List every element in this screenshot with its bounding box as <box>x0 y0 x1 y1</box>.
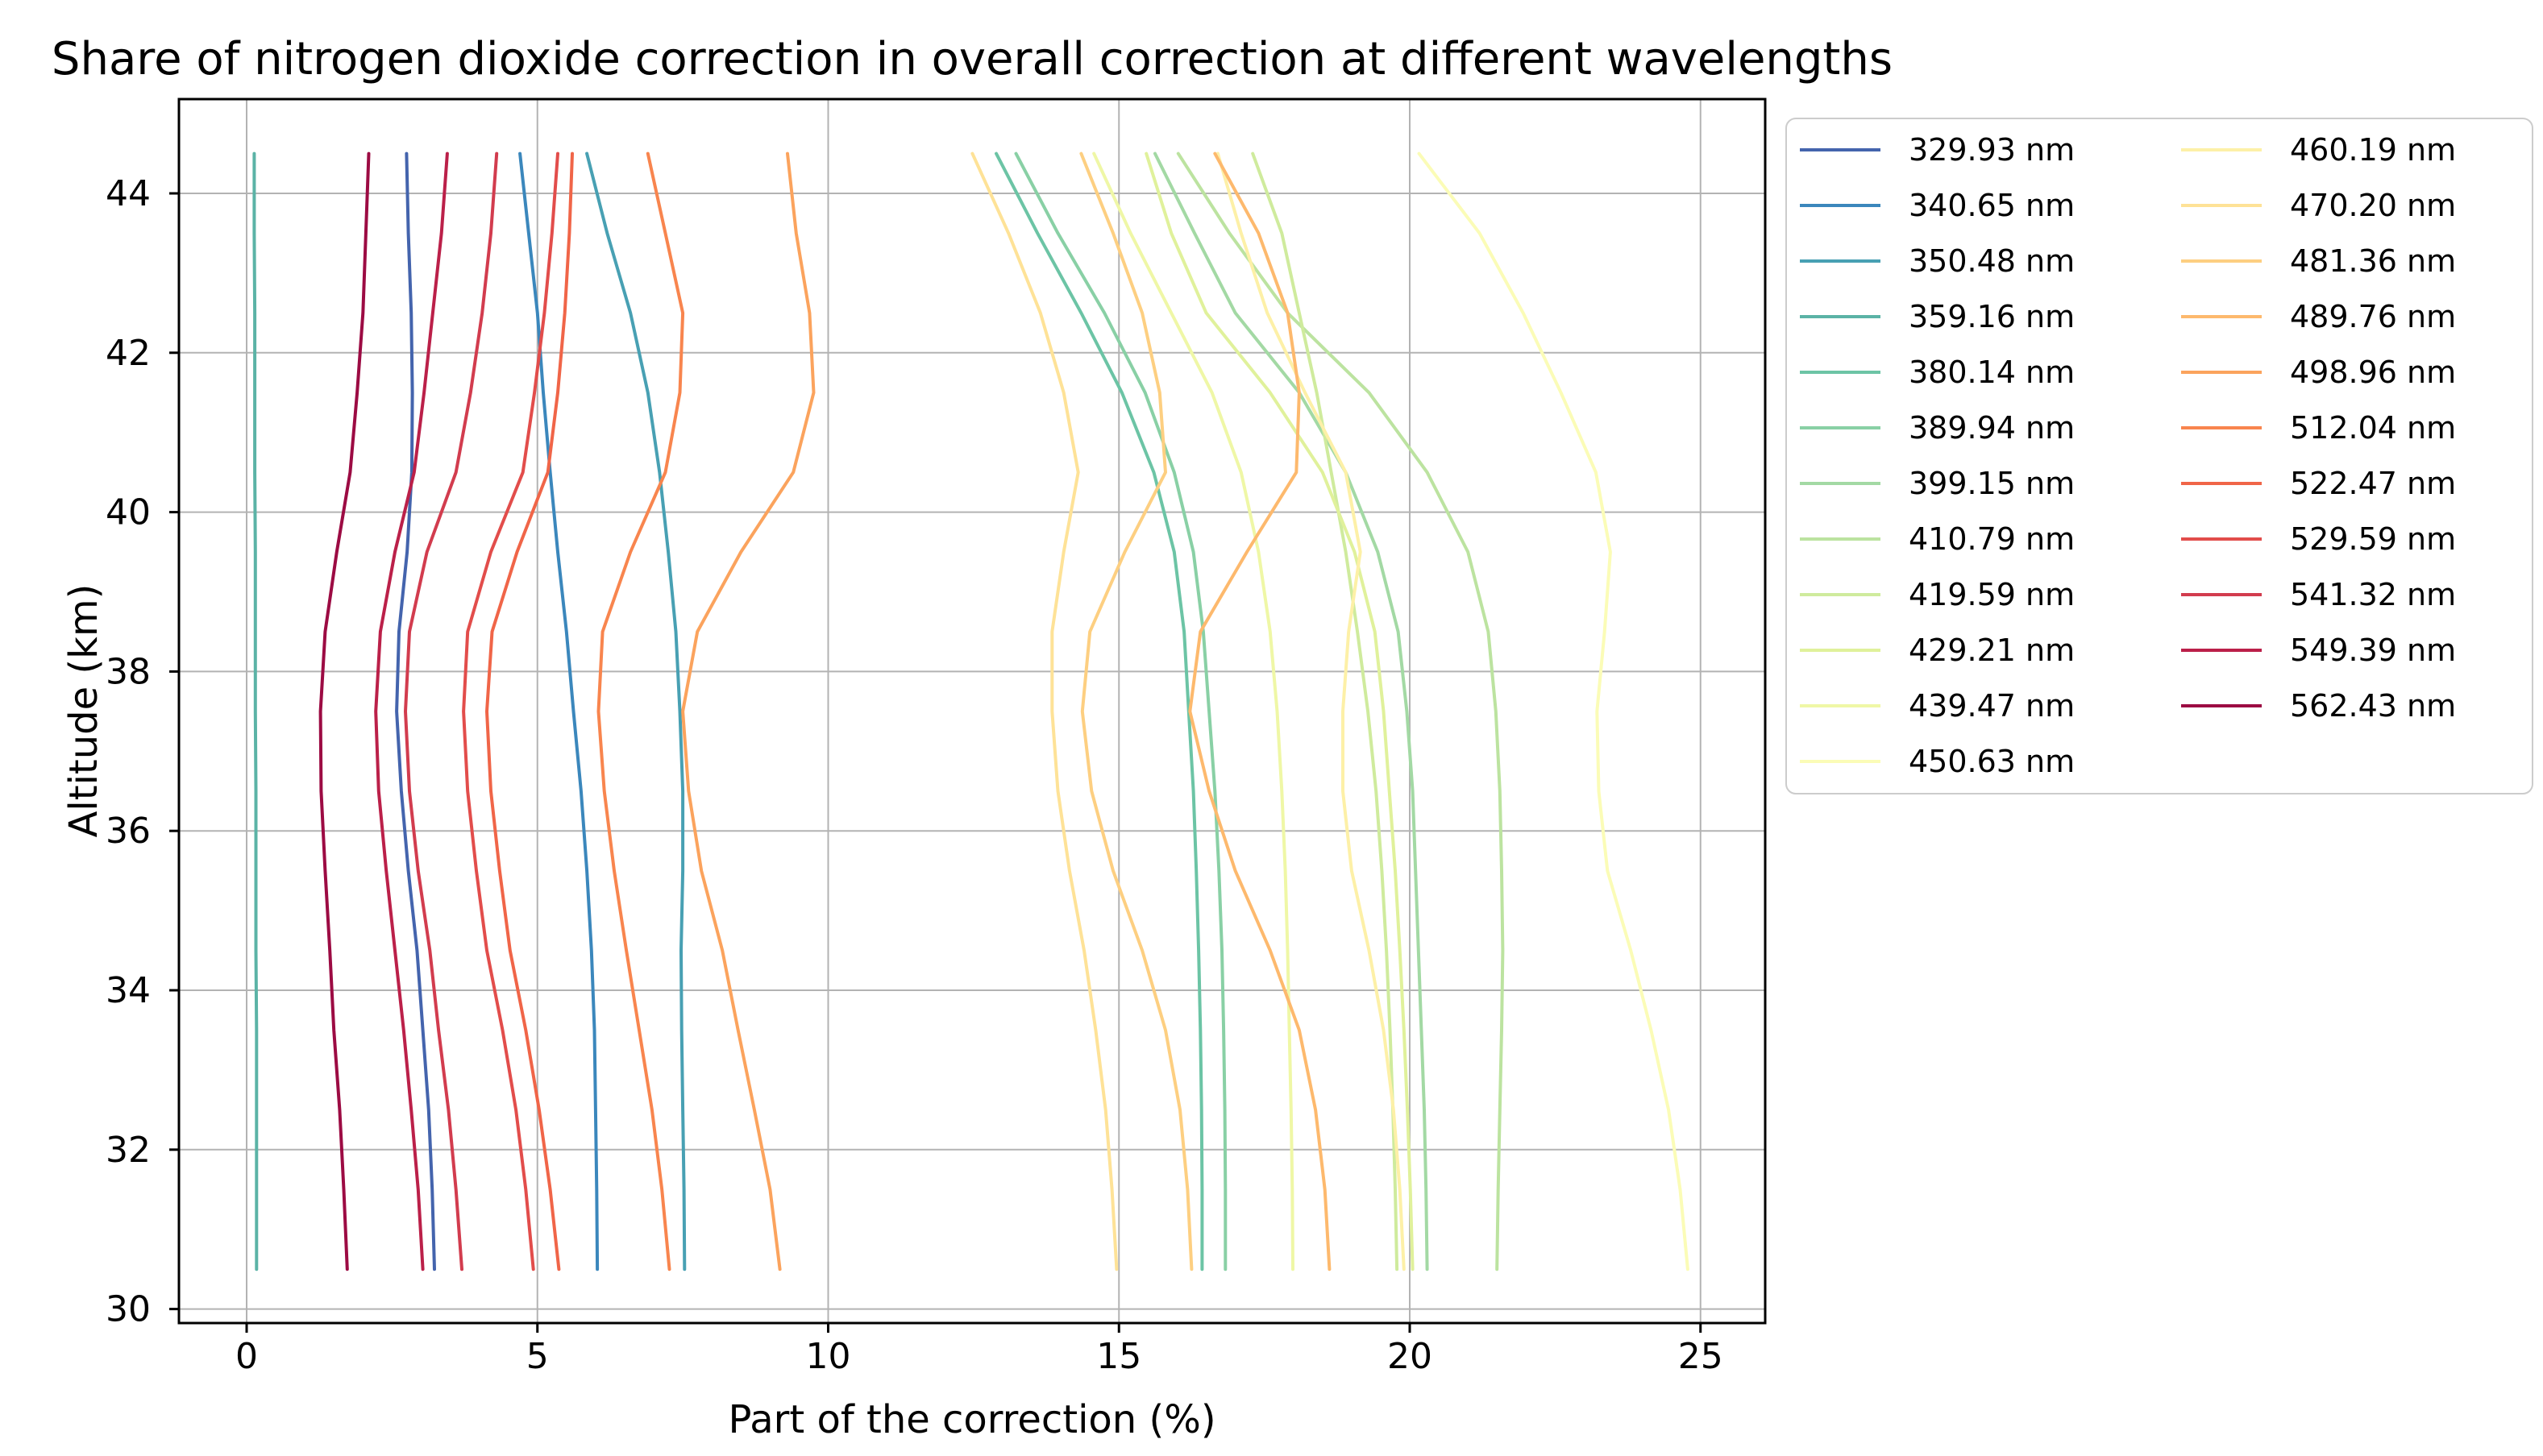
series-line-512.04nm <box>596 151 685 1271</box>
legend-label: 562.43 nm <box>2290 688 2456 724</box>
legend-item: 470.20 nm <box>2181 188 2456 223</box>
x-tick-label: 25 <box>1678 1336 1723 1377</box>
series-line-399.15nm <box>1153 151 1429 1271</box>
legend-label: 522.47 nm <box>2290 466 2456 501</box>
series-line-460.19nm <box>1215 151 1406 1271</box>
data-series <box>252 151 1689 1271</box>
series-line-489.76nm <box>1188 151 1332 1271</box>
legend-item: 419.59 nm <box>1800 577 2075 612</box>
legend-label: 340.65 nm <box>1909 188 2075 223</box>
legend-label: 399.15 nm <box>1909 466 2075 501</box>
legend-label: 450.63 nm <box>1909 744 2075 779</box>
series-line-429.21nm <box>1145 151 1415 1271</box>
legend-box <box>1785 118 2533 794</box>
x-tick-label: 0 <box>235 1336 258 1377</box>
legend-label: 350.48 nm <box>1909 243 2075 279</box>
legend-item: 549.39 nm <box>2181 633 2456 668</box>
y-tick-label: 32 <box>106 1130 151 1171</box>
series-line-410.79nm <box>1176 151 1505 1271</box>
legend-label: 541.32 nm <box>2290 577 2456 612</box>
series-line-359.16nm <box>252 151 259 1271</box>
legend-label: 489.76 nm <box>2290 299 2456 334</box>
legend-item: 340.65 nm <box>1800 188 2075 223</box>
plot-area-border <box>177 97 1767 1325</box>
legend-item: 541.32 nm <box>2181 577 2456 612</box>
legend-label: 359.16 nm <box>1909 299 2075 334</box>
legend-item: 498.96 nm <box>2181 355 2456 390</box>
y-tick-label: 42 <box>106 333 151 374</box>
legend: 329.93 nm 340.65 nm 350.48 nm 359.16 nm 380.… <box>1785 118 2533 794</box>
x-axis-label: Part of the correction (%) <box>728 1397 1215 1442</box>
legend-item: 562.43 nm <box>2181 688 2456 724</box>
legend-label: 549.39 nm <box>2290 633 2456 668</box>
legend-item: 399.15 nm <box>1800 466 2075 501</box>
series-line-470.20nm <box>970 151 1119 1271</box>
x-tick-label: 20 <box>1387 1336 1432 1377</box>
series-line-340.65nm <box>518 151 600 1271</box>
legend-item: 439.47 nm <box>1800 688 2075 724</box>
y-tick-label: 44 <box>106 173 151 214</box>
legend-label: 380.14 nm <box>1909 355 2075 390</box>
series-line-419.59nm <box>1251 151 1399 1271</box>
y-tick-labels: 30 32 34 36 38 40 42 44 <box>106 173 151 1330</box>
legend-label: 419.59 nm <box>1909 577 2075 612</box>
x-tick-label: 5 <box>526 1336 549 1377</box>
series-line-541.32nm <box>404 151 499 1271</box>
legend-item: 380.14 nm <box>1800 355 2075 390</box>
legend-item: 329.93 nm <box>1800 132 2075 168</box>
series-line-562.43nm <box>318 151 371 1271</box>
legend-item: 512.04 nm <box>2181 410 2456 446</box>
series-line-350.48nm <box>585 151 687 1271</box>
legend-label: 410.79 nm <box>1909 521 2075 557</box>
legend-item: 529.59 nm <box>2181 521 2456 557</box>
legend-label: 389.94 nm <box>1909 410 2075 446</box>
legend-label: 512.04 nm <box>2290 410 2456 446</box>
legend-label: 498.96 nm <box>2290 355 2456 390</box>
legend-item: 481.36 nm <box>2181 243 2456 279</box>
series-line-529.59nm <box>462 151 559 1271</box>
series-line-439.47nm <box>1092 151 1294 1271</box>
x-tick-label: 10 <box>806 1336 851 1377</box>
x-tick-label: 15 <box>1096 1336 1141 1377</box>
series-line-498.96nm <box>681 151 816 1271</box>
y-tick-label: 36 <box>106 811 151 852</box>
legend-item: 460.19 nm <box>2181 132 2456 168</box>
legend-label: 460.19 nm <box>2290 132 2456 168</box>
chart-title: Share of nitrogen dioxide correction in … <box>52 33 1893 85</box>
y-axis-label: Altitude (km) <box>61 584 106 838</box>
y-tick-label: 38 <box>106 651 151 692</box>
legend-item: 410.79 nm <box>1800 521 2075 557</box>
legend-item: 489.76 nm <box>2181 299 2456 334</box>
series-line-522.47nm <box>485 151 574 1271</box>
series-line-389.94nm <box>1014 151 1228 1271</box>
series-line-329.93nm <box>395 151 436 1271</box>
legend-item: 350.48 nm <box>1800 243 2075 279</box>
legend-label: 429.21 nm <box>1909 633 2075 668</box>
legend-label: 439.47 nm <box>1909 688 2075 724</box>
y-tick-label: 40 <box>106 492 151 533</box>
series-line-450.63nm <box>1417 151 1689 1271</box>
legend-label: 329.93 nm <box>1909 132 2075 168</box>
legend-label: 470.20 nm <box>2290 188 2456 223</box>
legend-label: 529.59 nm <box>2290 521 2456 557</box>
legend-item: 522.47 nm <box>2181 466 2456 501</box>
x-tick-labels: 0 5 10 15 20 25 <box>235 1336 1723 1377</box>
y-tick-label: 34 <box>106 970 151 1011</box>
legend-item: 359.16 nm <box>1800 299 2075 334</box>
y-tick-label: 30 <box>106 1289 151 1330</box>
series-line-481.36nm <box>1079 151 1194 1271</box>
legend-item: 389.94 nm <box>1800 410 2075 446</box>
legend-label: 481.36 nm <box>2290 243 2456 279</box>
legend-item: 429.21 nm <box>1800 633 2075 668</box>
legend-item: 450.63 nm <box>1800 744 2075 779</box>
axis-ticks <box>169 192 1702 1333</box>
series-line-549.39nm <box>374 151 449 1271</box>
